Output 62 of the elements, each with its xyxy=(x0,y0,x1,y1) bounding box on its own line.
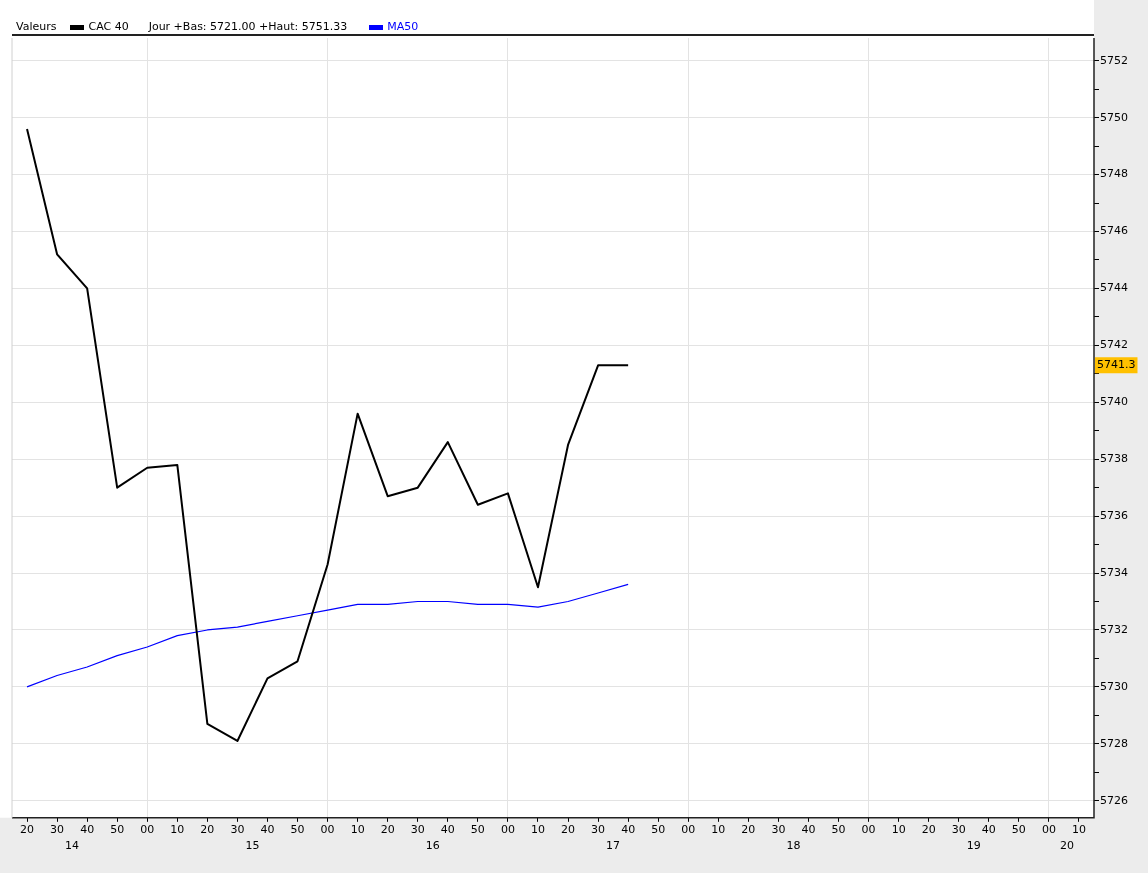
x-tick-label: 20 xyxy=(741,823,756,837)
y-tick-label: 5746 xyxy=(1100,224,1128,238)
text: 20 xyxy=(1059,838,1074,852)
x-tick-label: 50 xyxy=(1011,823,1026,837)
text: 16 xyxy=(425,838,440,852)
y-tick-label: 5734 xyxy=(1100,565,1128,579)
x-tick-label: 40 xyxy=(981,823,996,837)
x-tick-label: 20 xyxy=(20,823,35,837)
y-tick-label: 5736 xyxy=(1100,508,1128,522)
x-tick-label: 50 xyxy=(831,823,846,837)
x-tick-label: 40 xyxy=(80,823,95,837)
text: 19 xyxy=(966,838,981,852)
x-tick-label: 20 xyxy=(200,823,215,837)
x-tick-label: 00 xyxy=(681,823,696,837)
x-tick-label: 10 xyxy=(350,823,365,837)
y-tick-label: 5738 xyxy=(1100,452,1128,466)
x-tick-label: 10 xyxy=(1071,823,1086,837)
x-tick-label: 40 xyxy=(621,823,636,837)
x-tick-label: 10 xyxy=(170,823,185,837)
y-tick-label: 5752 xyxy=(1100,53,1128,67)
x-tick-label: 20 xyxy=(921,823,936,837)
x-tick-label: 50 xyxy=(470,823,485,837)
legend-label: MA50 xyxy=(387,19,419,33)
legend-title: Valeurs xyxy=(16,19,57,33)
x-tick-label: 30 xyxy=(591,823,606,837)
x-tick-label: 00 xyxy=(500,823,515,837)
y-tick-label: 5750 xyxy=(1100,110,1128,124)
text: 17 xyxy=(606,838,621,852)
x-tick-label: 00 xyxy=(1041,823,1056,837)
x-tick-label: 00 xyxy=(140,823,155,837)
y-tick-label: 5742 xyxy=(1100,338,1128,352)
y-tick-label: 5730 xyxy=(1100,679,1128,693)
annotation: 5741.3 xyxy=(1097,358,1136,372)
legend-label: CAC 40 xyxy=(88,19,129,33)
text: 15 xyxy=(245,838,260,852)
x-tick-label: 10 xyxy=(530,823,545,837)
x-tick-label: 30 xyxy=(410,823,425,837)
y-tick-label: 5748 xyxy=(1100,167,1128,181)
x-tick-label: 30 xyxy=(230,823,245,837)
x-tick-label: 00 xyxy=(320,823,335,837)
x-tick-label: 50 xyxy=(290,823,305,837)
y-tick-label: 5726 xyxy=(1100,793,1128,807)
x-tick-label: 30 xyxy=(951,823,966,837)
text: Jour +Bas: 5721.00 +Haut: 5751.33 xyxy=(148,19,348,33)
x-tick-label: 40 xyxy=(260,823,275,837)
x-tick-label: 10 xyxy=(891,823,906,837)
y-tick-label: 5728 xyxy=(1100,736,1128,750)
y-tick-label: 5744 xyxy=(1100,281,1128,295)
x-tick-label: 10 xyxy=(711,823,726,837)
y-tick-label: 5740 xyxy=(1100,395,1128,409)
x-tick-label: 00 xyxy=(861,823,876,837)
x-tick-label: 40 xyxy=(440,823,455,837)
x-tick-label: 40 xyxy=(801,823,816,837)
x-tick-label: 50 xyxy=(651,823,666,837)
y-tick-label: 5732 xyxy=(1100,622,1128,636)
x-tick-label: 20 xyxy=(561,823,576,837)
x-tick-label: 30 xyxy=(771,823,786,837)
x-tick-label: 20 xyxy=(380,823,395,837)
text: 18 xyxy=(786,838,801,852)
text: 14 xyxy=(65,838,80,852)
x-tick-label: 50 xyxy=(110,823,125,837)
x-tick-label: 30 xyxy=(50,823,65,837)
